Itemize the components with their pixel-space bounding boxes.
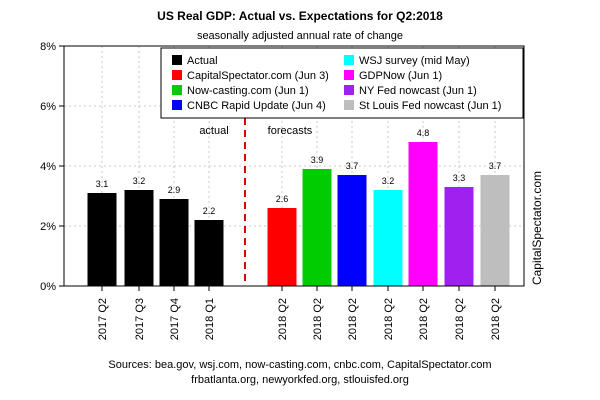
legend-swatch (172, 100, 182, 110)
y-axis: 0% 2% 4% 6% 8% (40, 41, 64, 293)
bar-value-label: 3.2 (382, 176, 395, 186)
x-tick-label: 2018 Q2 (383, 298, 395, 340)
chart-subtitle: seasonally adjusted annual rate of chang… (197, 30, 403, 42)
x-tick-label: 2017 Q4 (169, 298, 181, 340)
legend: Actual CapitalSpectator.com (Jun 3) Now-ca… (160, 47, 524, 119)
bar-value-label: 3.9 (311, 155, 324, 165)
y-tick-label: 4% (40, 161, 56, 173)
legend-label: CNBC Rapid Update (Jun 4) (187, 100, 326, 112)
legend-box (160, 47, 524, 119)
legend-label: Now-casting.com (Jun 1) (187, 85, 309, 97)
bar (302, 169, 332, 286)
legend-swatch (172, 70, 182, 80)
legend-label: GDPNow (Jun 1) (359, 70, 442, 82)
bar (159, 199, 189, 286)
value-labels: 3.1 3.2 2.9 2.2 2.6 3.9 3.7 3.2 4.8 3.3 3.7 (96, 128, 502, 216)
bar-value-label: 2.2 (203, 206, 216, 216)
bar (267, 208, 297, 286)
bar (194, 220, 224, 286)
bar (373, 190, 403, 286)
legend-swatch (344, 70, 354, 80)
legend-swatch (344, 55, 354, 65)
legend-swatch (344, 85, 354, 95)
legend-label: WSJ survey (mid May) (359, 55, 470, 67)
x-tick-label: 2017 Q2 (97, 298, 109, 340)
y-tick-label: 6% (40, 101, 56, 113)
legend-label: St Louis Fed nowcast (Jun 1) (359, 100, 501, 112)
annotation-forecasts: forecasts (268, 125, 313, 137)
bars (87, 142, 510, 286)
annotation-actual: actual (199, 125, 228, 137)
x-tick-label: 2018 Q2 (418, 298, 430, 340)
bar (408, 142, 438, 286)
bar-value-label: 3.2 (133, 176, 146, 186)
x-tick-label: 2018 Q1 (204, 298, 216, 340)
y-tick-label: 2% (40, 221, 56, 233)
side-label: CapitalSpectator.com (530, 171, 544, 285)
bar (87, 193, 117, 286)
bar-value-label: 3.3 (453, 173, 466, 183)
bar (124, 190, 154, 286)
legend-label: CapitalSpectator.com (Jun 3) (187, 70, 329, 82)
bar-value-label: 2.6 (276, 194, 289, 204)
bar (480, 175, 510, 286)
legend-label: Actual (187, 55, 218, 67)
bar-value-label: 4.8 (417, 128, 430, 138)
bar-value-label: 3.1 (96, 179, 109, 189)
bar (337, 175, 367, 286)
bar (444, 187, 474, 286)
bar-value-label: 3.7 (346, 161, 359, 171)
y-tick-label: 0% (40, 281, 56, 293)
x-tick-label: 2018 Q2 (277, 298, 289, 340)
legend-swatch (172, 55, 182, 65)
plot-frame (63, 45, 525, 287)
y-tick-label: 8% (40, 41, 56, 53)
legend-label: NY Fed nowcast (Jun 1) (359, 85, 477, 97)
x-axis: 2017 Q2 2017 Q3 2017 Q4 2018 Q1 2018 Q2 2018 … (97, 286, 502, 340)
legend-swatch (172, 85, 182, 95)
legend-swatch (344, 100, 354, 110)
x-tick-label: 2017 Q3 (134, 298, 146, 340)
sources-line-1: Sources: bea.gov, wsj.com, now-casting.c… (108, 359, 491, 371)
x-tick-label: 2018 Q2 (312, 298, 324, 340)
x-tick-label: 2018 Q2 (454, 298, 466, 340)
x-tick-label: 2018 Q2 (347, 298, 359, 340)
bar-value-label: 3.7 (489, 161, 502, 171)
bar-value-label: 2.9 (168, 185, 181, 195)
chart-title: US Real GDP: Actual vs. Expectations for… (157, 9, 443, 23)
sources-line-2: frbatlanta.org, newyorkfed.org, stlouisf… (191, 374, 409, 386)
x-tick-label: 2018 Q2 (490, 298, 502, 340)
